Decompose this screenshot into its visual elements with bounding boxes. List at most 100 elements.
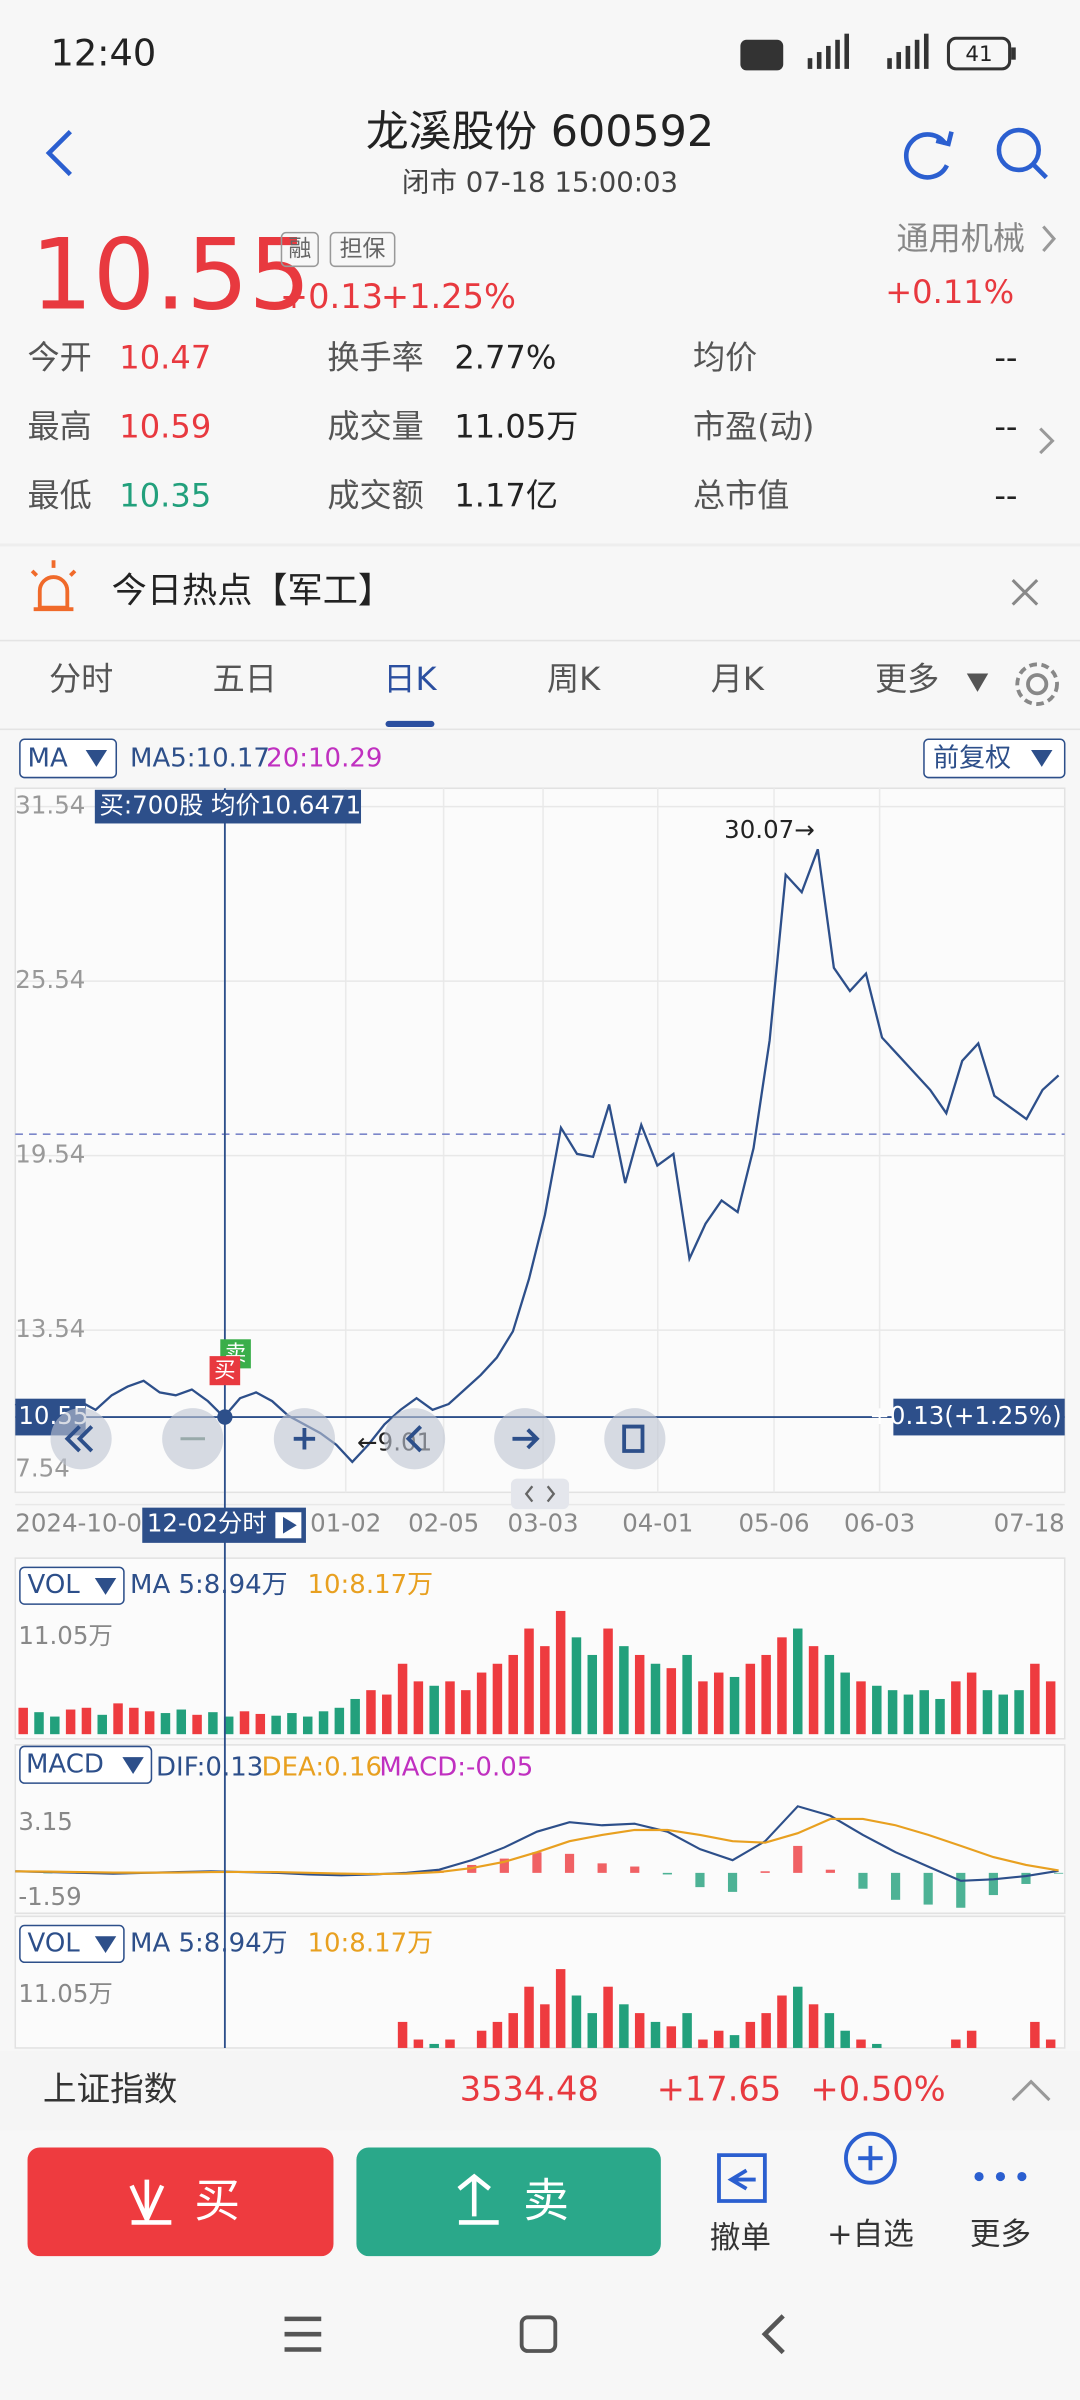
expand-button[interactable] bbox=[1011, 2079, 1051, 2102]
volume-bar bbox=[650, 1663, 661, 1735]
indicator-select[interactable] bbox=[19, 738, 118, 779]
volume-bar bbox=[761, 2013, 771, 2048]
sector-name[interactable]: 通用机械 bbox=[896, 219, 1024, 257]
tab[interactable]: 日K bbox=[383, 660, 437, 698]
macd-bar bbox=[662, 1872, 672, 1875]
watch-icon[interactable] bbox=[844, 2131, 897, 2185]
volume-bar bbox=[350, 1698, 360, 1735]
x-tick-label: 04-01 bbox=[622, 1508, 693, 1537]
search-button[interactable] bbox=[996, 127, 1048, 180]
market-status: 闭市 07-18 15:00:03 bbox=[402, 167, 678, 199]
x-tick-label: 02-05 bbox=[408, 1508, 479, 1537]
tab[interactable]: 周K bbox=[547, 660, 601, 698]
macd-bar bbox=[727, 1872, 738, 1892]
indicator-select[interactable] bbox=[19, 1566, 125, 1605]
tag-box bbox=[329, 231, 396, 268]
volume-bar bbox=[445, 2039, 455, 2048]
index-bar[interactable] bbox=[0, 2051, 1080, 2131]
volume-bar bbox=[777, 1637, 787, 1735]
volume-bar bbox=[745, 1663, 756, 1735]
adjust-select[interactable] bbox=[923, 738, 1066, 779]
buy-flag-label: 买 bbox=[214, 1358, 235, 1383]
volume-bar bbox=[1030, 2021, 1040, 2048]
chart-tool[interactable] bbox=[383, 1408, 446, 1470]
vol-ma10: 10:8.17万 bbox=[307, 1570, 433, 1600]
volume-bar bbox=[334, 1707, 345, 1735]
refresh-button[interactable] bbox=[904, 131, 954, 180]
volume-bar bbox=[619, 2004, 629, 2048]
macd-bar bbox=[695, 1872, 705, 1888]
tabs: 分时 五日 日K 周K 月K 更多 bbox=[49, 660, 989, 728]
volume-bar bbox=[682, 2013, 692, 2048]
indicator: MA bbox=[28, 744, 68, 774]
nav-menu[interactable] bbox=[284, 2316, 322, 2352]
volume-bar bbox=[302, 1716, 313, 1735]
scroll-handle[interactable] bbox=[510, 1478, 570, 1510]
volume-pane bbox=[14, 1915, 1066, 2049]
macd-bar bbox=[597, 1863, 607, 1873]
hot-topic[interactable]: 今日热点【军工】 bbox=[112, 570, 393, 611]
volume-bar bbox=[366, 1690, 376, 1735]
volume-bar bbox=[666, 2026, 677, 2048]
volume-bar bbox=[476, 2030, 487, 2048]
stat-label: 总市值 bbox=[693, 476, 789, 514]
volume-bar bbox=[587, 1654, 598, 1735]
dropdown-arrow bbox=[94, 1578, 117, 1595]
macd-label: MACD:-0.05 bbox=[379, 1752, 533, 1782]
sell-button[interactable] bbox=[356, 2147, 661, 2257]
cursor-label: 12-02分时 bbox=[147, 1508, 267, 1537]
nav-home[interactable] bbox=[519, 2315, 558, 2353]
macd-bar bbox=[825, 1869, 835, 1873]
volume-bar bbox=[840, 2030, 850, 2048]
indicator-select[interactable] bbox=[19, 1745, 153, 1784]
chart-tool[interactable] bbox=[604, 1408, 666, 1470]
more-icon[interactable] bbox=[974, 2171, 1027, 2182]
tab[interactable]: 分时 bbox=[49, 660, 113, 698]
cursor-play-icon bbox=[283, 1516, 297, 1534]
price-change: +0.13 bbox=[280, 277, 383, 316]
dropdown-arrow bbox=[122, 1757, 144, 1774]
tab[interactable]: 更多 bbox=[875, 660, 939, 698]
macd-bar bbox=[564, 1853, 575, 1873]
volume-bar bbox=[429, 1685, 439, 1735]
stat-label: 今开 bbox=[28, 339, 92, 377]
volume-bar bbox=[65, 1709, 76, 1735]
tag-box bbox=[280, 231, 319, 268]
volume-bar bbox=[1030, 1663, 1040, 1735]
macd-bar bbox=[956, 1872, 966, 1908]
change-box bbox=[893, 1398, 1065, 1436]
kline: 2024-10-0 01-02 02-05 03-03 04-01 05-06 06-03 0… bbox=[14, 815, 1065, 1537]
volume-bar bbox=[698, 2039, 708, 2048]
macd-bar bbox=[1021, 1872, 1031, 1884]
cancel-icon[interactable] bbox=[717, 2153, 767, 2203]
volume-bar bbox=[287, 1713, 297, 1735]
volume-bar bbox=[761, 1654, 771, 1735]
index-name: 上证指数 bbox=[43, 2069, 178, 2108]
tab[interactable]: 月K bbox=[711, 660, 765, 698]
back-button[interactable] bbox=[45, 130, 72, 177]
volume-bar bbox=[634, 1654, 645, 1735]
volume-bar bbox=[1045, 2039, 1056, 2048]
volume-bar bbox=[223, 1716, 234, 1735]
volume-bar bbox=[81, 1707, 92, 1735]
dif-label: DIF:0.13 bbox=[156, 1752, 263, 1782]
tab[interactable]: 五日 bbox=[213, 660, 277, 698]
settings-button[interactable] bbox=[1015, 662, 1059, 706]
macd-pane bbox=[14, 1744, 1066, 1915]
volume-bar bbox=[176, 1709, 187, 1735]
volume-bar bbox=[729, 2035, 740, 2048]
volume-bar bbox=[698, 1681, 708, 1735]
nav-back[interactable] bbox=[761, 2314, 785, 2355]
y-tick-label: 11.05万 bbox=[18, 1979, 113, 2008]
dropdown-arrow bbox=[85, 750, 108, 767]
volume-bar bbox=[872, 1685, 882, 1735]
volume-bar bbox=[682, 1654, 692, 1735]
macd-bar bbox=[499, 1858, 509, 1873]
buy-button[interactable] bbox=[27, 2147, 334, 2257]
volume-bar bbox=[935, 1698, 945, 1735]
indicator-select[interactable] bbox=[19, 1924, 125, 1964]
y-tick-label: 11.05万 bbox=[18, 1621, 113, 1650]
close-button[interactable] bbox=[1011, 579, 1039, 606]
